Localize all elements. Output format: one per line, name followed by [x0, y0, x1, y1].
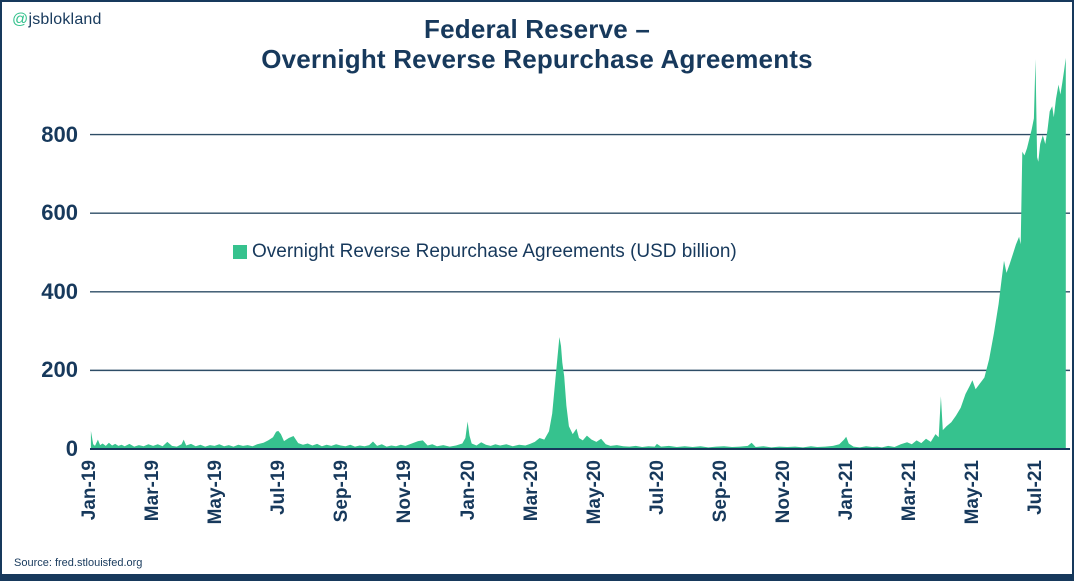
y-axis-label-600: 600: [41, 200, 78, 226]
x-axis-label-Mar-20: Mar-20: [520, 460, 542, 522]
y-axis-label-0: 0: [65, 436, 78, 461]
x-axis-label-Sep-19: Sep-19: [331, 460, 353, 523]
x-axis-label-Jan-21: Jan-21: [836, 460, 858, 521]
legend-swatch-icon: [233, 245, 247, 259]
legend: Overnight Reverse Repurchase Agreements …: [233, 241, 737, 263]
bottom-accent-bar: [2, 574, 1072, 579]
x-axis-label-Nov-20: Nov-20: [773, 460, 795, 524]
x-axis-label-Mar-21: Mar-21: [899, 460, 921, 522]
x-axis-label-Mar-19: Mar-19: [142, 460, 164, 522]
y-axis-label-800: 800: [41, 121, 78, 147]
x-axis-label-Jul-21: Jul-21: [1025, 460, 1047, 515]
x-axis-label-Nov-19: Nov-19: [394, 460, 416, 524]
chart-title: Federal Reserve – Overnight Reverse Repu…: [2, 14, 1072, 74]
y-axis-label-400: 400: [41, 278, 78, 304]
chart-title-line2: Overnight Reverse Repurchase Agreements: [261, 44, 813, 74]
x-axis-label-May-21: May-21: [962, 460, 984, 525]
at-symbol: @: [12, 11, 29, 28]
y-axis-label-200: 200: [41, 357, 78, 383]
source-note: Source: fred.stlouisfed.org: [14, 557, 143, 569]
x-axis-label-Jan-19: Jan-19: [79, 460, 100, 521]
author-handle-name: jsblokland: [28, 11, 102, 28]
author-handle: @jsblokland: [12, 11, 102, 29]
rrp-area-series: [90, 57, 1066, 450]
x-axis-label-Jul-19: Jul-19: [268, 460, 290, 515]
x-axis-label-Sep-20: Sep-20: [709, 460, 731, 523]
legend-label: Overnight Reverse Repurchase Agreements …: [252, 241, 737, 262]
x-axis-label-May-20: May-20: [583, 460, 605, 525]
x-axis-label-May-19: May-19: [205, 460, 227, 525]
x-axis-label-Jul-20: Jul-20: [646, 460, 668, 515]
chart-title-line1: Federal Reserve –: [424, 14, 650, 44]
x-axis-label-Jan-20: Jan-20: [457, 460, 479, 521]
